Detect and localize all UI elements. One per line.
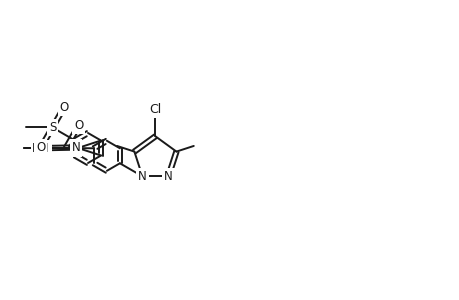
Text: O: O	[74, 119, 84, 132]
Text: N: N	[138, 170, 146, 183]
Text: NH: NH	[32, 142, 50, 154]
Text: N: N	[164, 170, 173, 183]
Text: S: S	[73, 142, 80, 155]
Text: N: N	[138, 170, 146, 183]
Text: S: S	[49, 121, 56, 134]
Text: O: O	[59, 101, 69, 114]
Text: NH: NH	[32, 142, 50, 154]
Text: Cl: Cl	[149, 103, 161, 116]
Text: S: S	[49, 121, 56, 134]
Text: N: N	[164, 170, 173, 183]
Text: N: N	[72, 141, 80, 154]
Text: O: O	[74, 119, 84, 132]
Text: O: O	[36, 141, 45, 154]
Text: N: N	[72, 141, 80, 154]
Text: O: O	[36, 141, 45, 154]
Text: Cl: Cl	[149, 103, 161, 116]
Text: O: O	[59, 101, 69, 114]
Text: NH: NH	[32, 142, 50, 154]
Text: S: S	[73, 142, 80, 155]
